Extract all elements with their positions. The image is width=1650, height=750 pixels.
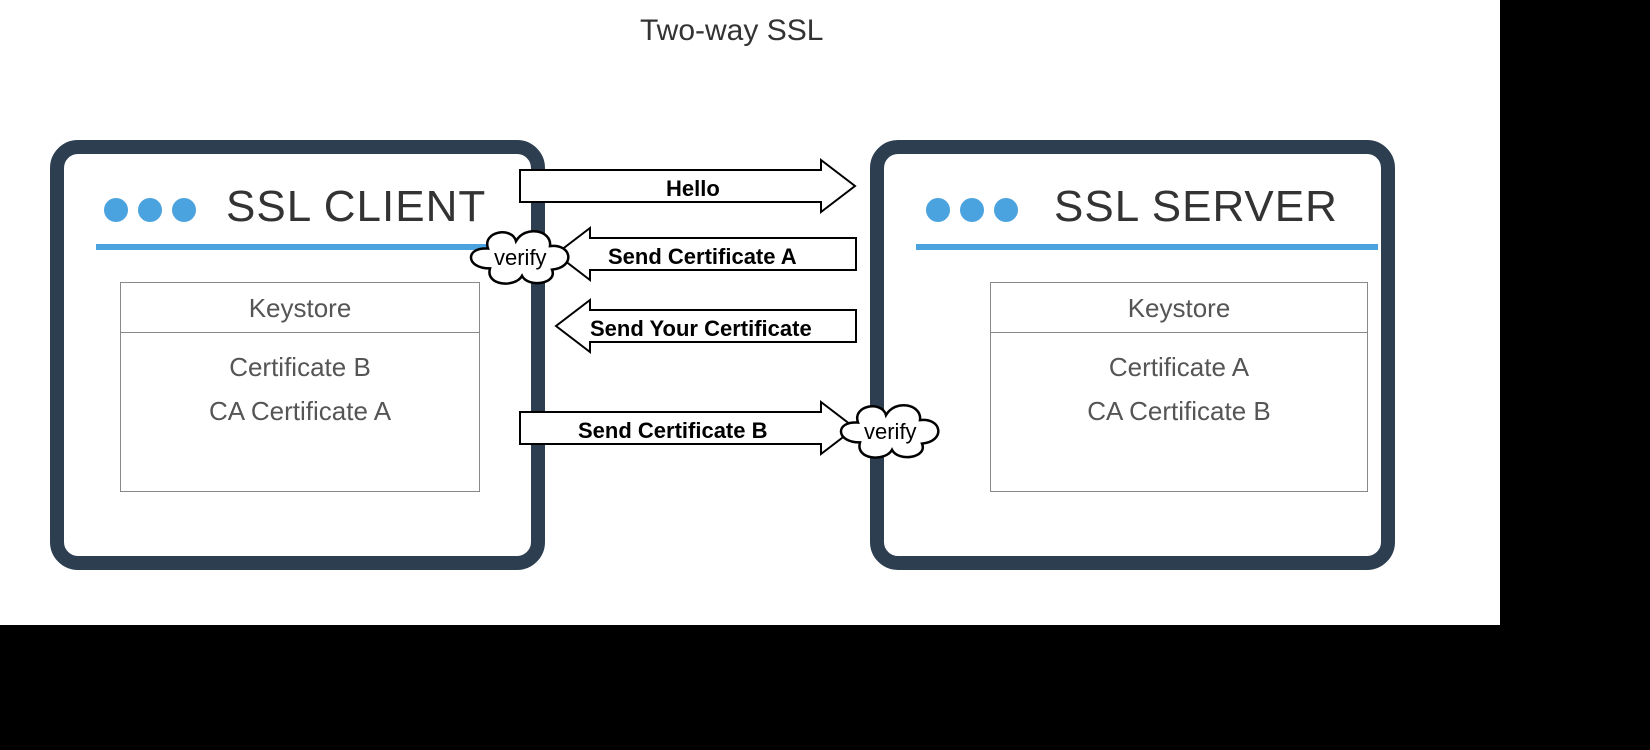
cloud-label-verify-left: verify <box>494 245 547 271</box>
diagram-canvas: Two-way SSL SSL CLIENT Keystore Certific… <box>0 0 1650 750</box>
cloud-label-verify-right: verify <box>864 419 917 445</box>
clouds-layer <box>0 0 1650 750</box>
